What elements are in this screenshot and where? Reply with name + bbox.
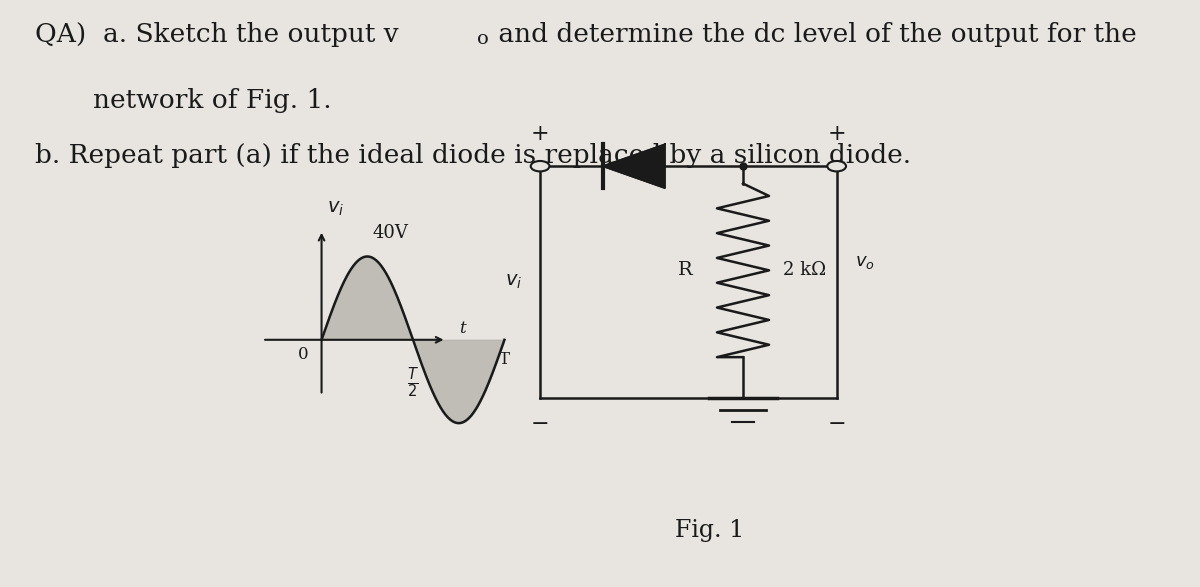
Text: and determine the dc level of the output for the: and determine the dc level of the output… <box>490 22 1136 46</box>
Text: −: − <box>530 413 550 435</box>
Text: +: + <box>530 123 550 146</box>
Polygon shape <box>602 144 665 188</box>
Text: 0: 0 <box>298 346 308 363</box>
Text: 40V: 40V <box>372 224 408 242</box>
Circle shape <box>827 161 846 171</box>
Text: $v_i$: $v_i$ <box>326 200 344 218</box>
Text: QA)  a. Sketch the output v: QA) a. Sketch the output v <box>35 22 400 46</box>
Text: +: + <box>827 123 846 146</box>
Text: T: T <box>499 352 510 369</box>
Text: t: t <box>458 320 466 337</box>
Text: o: o <box>478 30 488 48</box>
Text: b. Repeat part (a) if the ideal diode is replaced by a silicon diode.: b. Repeat part (a) if the ideal diode is… <box>35 143 912 168</box>
Text: Fig. 1: Fig. 1 <box>674 519 744 542</box>
Text: $v_i$: $v_i$ <box>505 273 523 291</box>
Text: $\frac{T}{2}$: $\frac{T}{2}$ <box>407 366 419 400</box>
Text: −: − <box>827 413 846 435</box>
Text: network of Fig. 1.: network of Fig. 1. <box>92 88 331 113</box>
Text: R: R <box>678 261 694 279</box>
Circle shape <box>530 161 550 171</box>
Text: 2 kΩ: 2 kΩ <box>782 261 826 279</box>
Text: $v_o$: $v_o$ <box>856 252 875 271</box>
